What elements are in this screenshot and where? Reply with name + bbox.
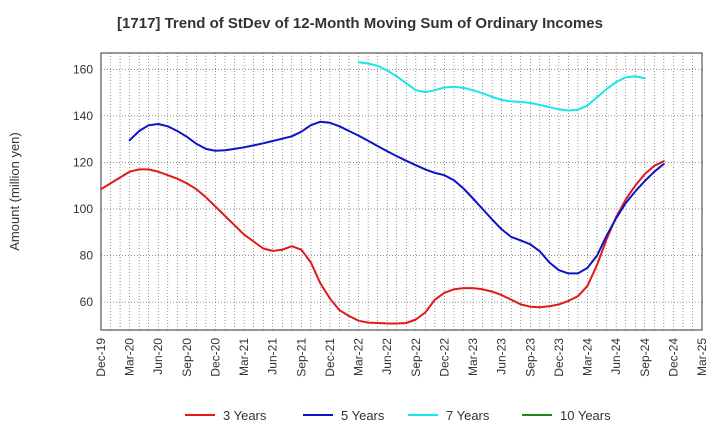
x-tick-label: Sep-23 [523,338,537,377]
x-tick-label: Sep-21 [294,338,308,377]
x-tick-label: Dec-24 [666,338,680,377]
y-axis-label: Amount (million yen) [7,132,22,251]
series-line-3-years [100,160,665,325]
x-tick-label: Sep-24 [638,338,652,377]
y-tick-label: 80 [80,249,94,263]
y-tick-label: 120 [73,155,93,169]
x-tick-label: Sep-20 [180,338,194,377]
x-tick-label: Mar-21 [237,338,251,376]
x-tick-label: Dec-22 [437,338,451,377]
y-tick-label: 160 [73,62,93,76]
x-tick-label: Jun-24 [609,338,623,375]
legend-label-7-years: 7 Years [446,408,490,423]
legend-label-3-years: 3 Years [223,408,267,423]
y-tick-label: 100 [73,202,93,216]
series-line-7-years [357,61,646,112]
plot-frame [100,52,703,331]
x-tick-label: Mar-22 [352,338,366,376]
x-tick-label: Dec-20 [208,338,222,377]
legend-label-5-years: 5 Years [341,408,385,423]
y-tick-label: 60 [80,295,94,309]
x-tick-label: Jun-21 [266,338,280,375]
x-tick-label: Mar-24 [581,338,595,376]
x-tick-label: Mar-23 [466,338,480,376]
x-tick-label: Mar-25 [695,338,709,376]
legend-label-10-years: 10 Years [560,408,611,423]
chart-title: [1717] Trend of StDev of 12-Month Moving… [117,15,603,32]
x-tick-label: Sep-22 [409,338,423,377]
x-tick-label: Dec-19 [94,338,108,377]
x-tick-label: Jun-22 [380,338,394,375]
x-tick-label: Dec-23 [552,338,566,377]
x-tick-label: Jun-23 [495,338,509,375]
x-tick-label: Mar-20 [123,338,137,376]
x-tick-label: Jun-20 [151,338,165,375]
x-tick-label: Dec-21 [323,338,337,377]
series-line-5-years [128,120,665,275]
y-tick-label: 140 [73,109,93,123]
